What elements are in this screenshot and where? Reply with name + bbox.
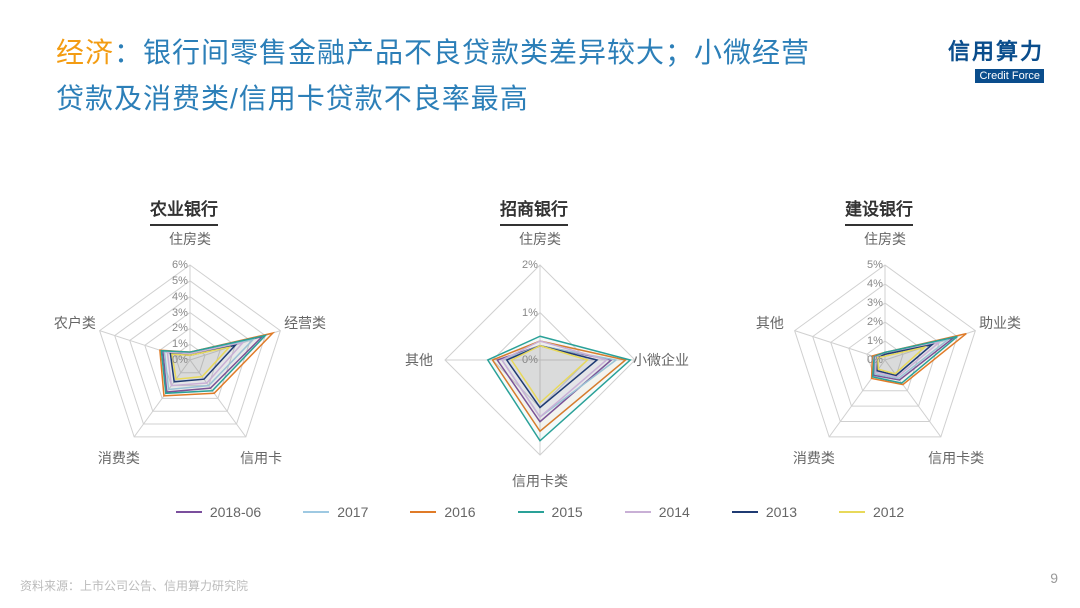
tick-label: 3% — [867, 297, 883, 309]
tick-label: 0% — [522, 354, 538, 366]
legend-item: 2017 — [303, 504, 368, 520]
axis-label: 经营类 — [284, 313, 326, 333]
axis-label: 其他 — [405, 350, 433, 370]
panel-title: 建设银行 — [845, 195, 913, 226]
tick-label: 1% — [867, 335, 883, 347]
axis-label: 农户类 — [54, 313, 96, 333]
slide-title: 经济：银行间零售金融产品不良贷款类差异较大；小微经营 贷款及消费类/信用卡贷款不… — [56, 32, 920, 120]
legend-item: 2016 — [410, 504, 475, 520]
title-lead: 经济 — [56, 37, 114, 68]
axis-label: 消费类 — [98, 448, 140, 468]
tick-label: 1% — [522, 307, 538, 319]
logo-cn: 信用算力 — [948, 34, 1044, 66]
legend-item: 2012 — [839, 504, 904, 520]
axis-label: 住房类 — [519, 229, 561, 249]
legend-label: 2017 — [337, 504, 368, 520]
axis-label: 助业类 — [979, 313, 1021, 333]
source-note: 资料来源：上市公司公告、信用算力研究院 — [20, 577, 248, 594]
tick-label: 6% — [172, 259, 188, 271]
brand-logo: 信用算力 Credit Force — [948, 34, 1044, 84]
radar-chart: 0% 1% 2% 3% 4% 5% 6% 住房类经营类信用卡 消费类 农户类 — [55, 225, 325, 495]
legend-label: 2018-06 — [210, 504, 261, 520]
legend-swatch — [176, 511, 202, 513]
panel-title: 农业银行 — [150, 195, 218, 226]
tick-label: 0% — [867, 354, 883, 366]
legend-label: 2014 — [659, 504, 690, 520]
tick-label: 2% — [867, 316, 883, 328]
radar-chart: 0%1%2%住房类小微企业信用卡类其他 — [405, 225, 675, 495]
legend-swatch — [518, 511, 544, 513]
legend-label: 2015 — [552, 504, 583, 520]
tick-label: 2% — [172, 322, 188, 334]
legend-item: 2018-06 — [176, 504, 261, 520]
panel-title: 招商银行 — [500, 195, 568, 226]
tick-label: 1% — [172, 338, 188, 350]
axis-label: 住房类 — [169, 229, 211, 249]
page-number: 9 — [1050, 570, 1058, 586]
legend-swatch — [839, 511, 865, 513]
tick-label: 4% — [172, 291, 188, 303]
title-line-1: 经济：银行间零售金融产品不良贷款类差异较大；小微经营 — [56, 32, 920, 74]
axis-label: 信用卡类 — [928, 448, 984, 468]
legend: 2018-06 2017 2016 2015 2014 2013 2012 — [0, 504, 1080, 520]
logo-en: Credit Force — [975, 69, 1044, 83]
axis-label: 其他 — [756, 313, 784, 333]
title-rest-1: 银行间零售金融产品不良贷款类差异较大；小微经营 — [143, 37, 810, 68]
legend-item: 2014 — [625, 504, 690, 520]
tick-label: 0% — [172, 354, 188, 366]
tick-label: 5% — [867, 259, 883, 271]
title-colon: ： — [114, 37, 143, 68]
tick-label: 4% — [867, 278, 883, 290]
legend-swatch — [410, 511, 436, 513]
axis-label: 住房类 — [864, 229, 906, 249]
legend-label: 2013 — [766, 504, 797, 520]
legend-swatch — [303, 511, 329, 513]
legend-swatch — [625, 511, 651, 513]
tick-label: 5% — [172, 275, 188, 287]
legend-label: 2016 — [444, 504, 475, 520]
axis-label: 信用卡 — [240, 448, 282, 468]
tick-label: 2% — [522, 259, 538, 271]
legend-swatch — [732, 511, 758, 513]
radar-chart: 0% 1% 2% 3% 4% 5% 住房类助业类信用卡类 消费类 其他 — [750, 225, 1020, 495]
tick-label: 3% — [172, 307, 188, 319]
title-line-2: 贷款及消费类/信用卡贷款不良率最高 — [56, 78, 920, 120]
axis-label: 小微企业 — [633, 350, 689, 370]
legend-item: 2013 — [732, 504, 797, 520]
legend-item: 2015 — [518, 504, 583, 520]
legend-label: 2012 — [873, 504, 904, 520]
axis-label: 消费类 — [793, 448, 835, 468]
axis-label: 信用卡类 — [512, 471, 568, 491]
